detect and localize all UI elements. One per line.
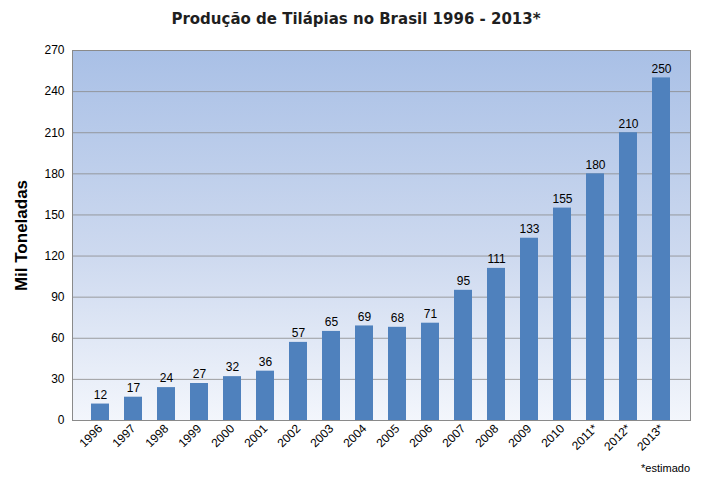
svg-text:210: 210 — [618, 117, 638, 131]
svg-text:2010: 2010 — [539, 421, 568, 450]
svg-text:180: 180 — [44, 167, 64, 181]
svg-text:2013*: 2013* — [634, 421, 666, 453]
svg-text:2003: 2003 — [308, 421, 337, 450]
svg-text:27: 27 — [193, 367, 207, 381]
svg-text:2006: 2006 — [407, 421, 436, 450]
svg-text:36: 36 — [259, 355, 273, 369]
svg-text:250: 250 — [651, 62, 671, 76]
svg-text:71: 71 — [424, 307, 438, 321]
svg-text:1998: 1998 — [143, 421, 172, 450]
svg-text:Mil Toneladas: Mil Toneladas — [12, 180, 31, 291]
svg-text:32: 32 — [226, 360, 240, 374]
svg-text:2001: 2001 — [242, 421, 271, 450]
svg-text:90: 90 — [51, 290, 65, 304]
svg-text:1999: 1999 — [176, 421, 205, 450]
svg-text:270: 270 — [44, 43, 64, 57]
svg-text:150: 150 — [44, 208, 64, 222]
svg-text:240: 240 — [44, 84, 64, 98]
svg-text:30: 30 — [51, 372, 65, 386]
svg-text:12: 12 — [94, 388, 108, 402]
svg-text:65: 65 — [325, 315, 339, 329]
svg-text:68: 68 — [391, 311, 405, 325]
svg-text:133: 133 — [519, 222, 539, 236]
svg-text:60: 60 — [51, 331, 65, 345]
svg-text:210: 210 — [44, 126, 64, 140]
svg-text:2004: 2004 — [341, 421, 370, 450]
svg-text:180: 180 — [585, 158, 605, 172]
svg-text:1997: 1997 — [110, 421, 139, 450]
svg-text:2007: 2007 — [440, 421, 469, 450]
svg-text:95: 95 — [457, 274, 471, 288]
svg-text:24: 24 — [160, 371, 174, 385]
svg-text:2008: 2008 — [473, 421, 502, 450]
html-text:*estimado: *estimado — [641, 462, 690, 474]
svg-text:111: 111 — [487, 252, 506, 266]
svg-text:155: 155 — [552, 192, 572, 206]
svg-text:69: 69 — [358, 310, 372, 324]
html-text:Produção de Tilápias no Brasil: Produção de Tilápias no Brasil 1996 - 20… — [171, 10, 541, 28]
svg-text:2012*: 2012* — [601, 421, 633, 453]
svg-text:1996: 1996 — [77, 421, 106, 450]
svg-text:2011*: 2011* — [569, 421, 601, 453]
svg-text:2005: 2005 — [374, 421, 403, 450]
svg-text:2009: 2009 — [506, 421, 535, 450]
svg-text:57: 57 — [292, 326, 306, 340]
svg-text:0: 0 — [58, 413, 65, 427]
svg-text:17: 17 — [127, 381, 141, 395]
svg-text:2002: 2002 — [275, 421, 304, 450]
svg-text:2000: 2000 — [209, 421, 238, 450]
svg-text:120: 120 — [44, 249, 64, 263]
